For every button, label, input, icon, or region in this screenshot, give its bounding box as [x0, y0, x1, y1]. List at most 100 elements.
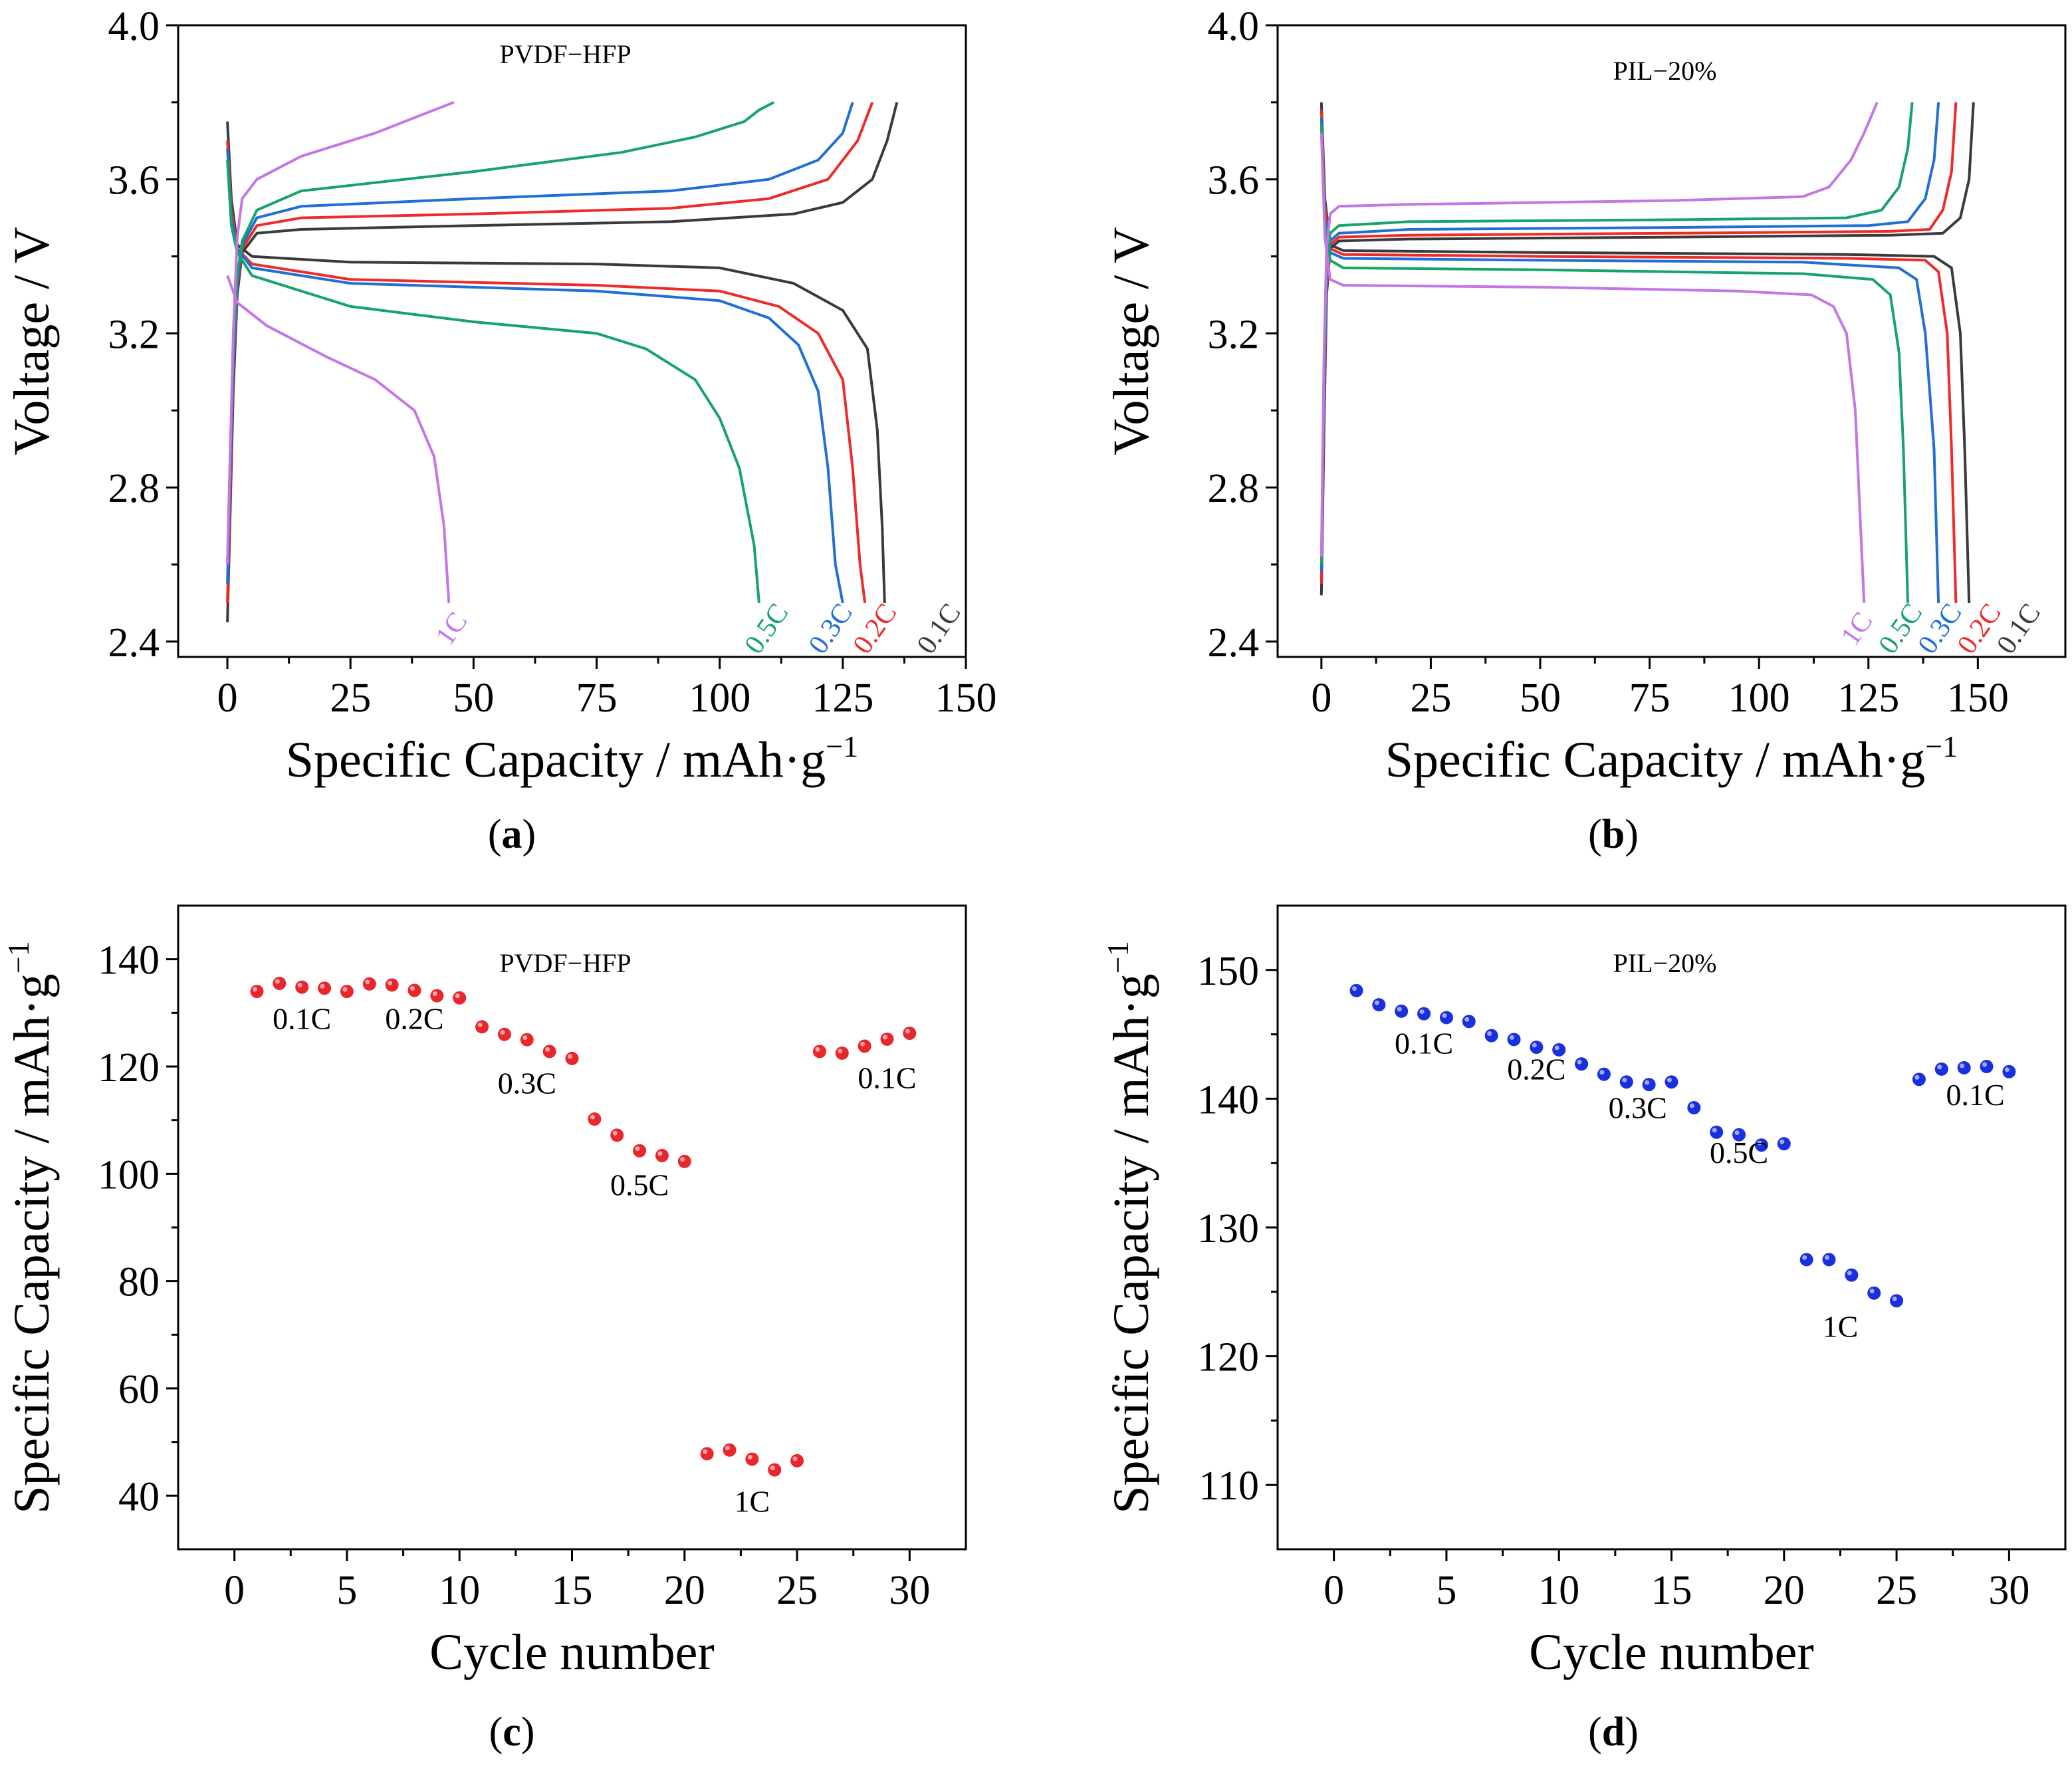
x-tick-label: 150 — [935, 676, 997, 721]
data-point — [1799, 1253, 1813, 1267]
data-point — [1484, 1029, 1498, 1043]
data-point-highlight — [1802, 1255, 1807, 1260]
y-tick-label: 3.6 — [108, 158, 160, 203]
data-point — [295, 980, 309, 994]
y-tick-label: 3.6 — [1208, 158, 1260, 203]
rate-label: 0.3C — [1609, 1090, 1667, 1124]
y-axis-title: Specific Capacity / mAh·g−1 — [1, 941, 60, 1514]
data-point-highlight — [703, 1449, 708, 1454]
data-point-highlight — [792, 1456, 798, 1461]
y-tick-label: 120 — [98, 1045, 160, 1090]
y-axis-title-superscript: −1 — [1, 941, 35, 973]
data-point — [318, 981, 332, 995]
rate-label: 0.5C — [1710, 1136, 1768, 1170]
x-axis-title-superscript: −1 — [826, 729, 858, 763]
data-point — [1687, 1100, 1701, 1114]
data-point — [1912, 1073, 1926, 1086]
data-point-highlight — [410, 985, 415, 991]
data-point — [1777, 1137, 1791, 1151]
x-axis-title: Cycle number — [1529, 1624, 1813, 1680]
data-point-highlight — [680, 1157, 685, 1162]
data-point — [1822, 1253, 1836, 1267]
y-tick-label: 4.0 — [108, 4, 160, 49]
points: 0.1C 0.2C 0.3C 0.5C 1C 0.1C — [250, 976, 917, 1519]
data-point-highlight — [838, 1049, 843, 1054]
data-point-highlight — [320, 983, 325, 989]
rate-label: 0.5C — [610, 1168, 669, 1202]
data-point — [1372, 998, 1386, 1012]
y-tick-label: 3.2 — [1208, 312, 1260, 357]
data-point-highlight — [725, 1446, 730, 1451]
data-point — [542, 1045, 556, 1059]
data-point — [880, 1032, 894, 1046]
plot-frame — [1276, 24, 2067, 658]
panel-caption: (c) — [489, 1709, 535, 1755]
data-point-highlight — [1712, 1128, 1717, 1133]
data-point-highlight — [1757, 1140, 1762, 1146]
x-tick-label: 20 — [664, 1568, 705, 1613]
y-tick-label: 4.0 — [1208, 4, 1260, 49]
y-tick-label: 140 — [1197, 1077, 1259, 1122]
data-point — [1867, 1286, 1881, 1300]
curve-1C-charge — [1320, 102, 1879, 557]
data-point-highlight — [365, 979, 370, 985]
data-point — [430, 989, 444, 1003]
data-point-highlight — [455, 993, 460, 999]
y-axis-title-superscript: −1 — [1101, 941, 1135, 973]
panel-title: PIL−20% — [1613, 948, 1717, 978]
y-axis: 110 120 130 140 150 — [1197, 949, 1278, 1509]
data-point-highlight — [253, 987, 257, 992]
data-point-highlight — [522, 1035, 528, 1041]
data-point — [1349, 983, 1363, 997]
curve-1C-discharge — [226, 275, 451, 604]
data-point — [1957, 1061, 1971, 1075]
data-point — [1619, 1075, 1633, 1089]
x-axis-title: Cycle number — [429, 1624, 714, 1680]
data-point — [610, 1128, 624, 1142]
data-point — [273, 976, 287, 990]
x-tick-label: 10 — [1538, 1568, 1579, 1613]
y-axis-title: Specific Capacity / mAh·g−1 — [1101, 941, 1159, 1514]
data-point — [520, 1033, 534, 1047]
data-point-highlight — [1577, 1059, 1582, 1065]
data-point — [1597, 1067, 1611, 1081]
data-point — [1462, 1015, 1476, 1029]
data-point-highlight — [1689, 1103, 1694, 1108]
panel-title: PVDF−HFP — [499, 948, 631, 978]
y-tick-label: 80 — [118, 1260, 160, 1305]
data-point-highlight — [1914, 1075, 1920, 1080]
data-point-highlight — [342, 987, 348, 992]
data-point-highlight — [883, 1035, 887, 1040]
x-tick-label: 15 — [1651, 1568, 1692, 1613]
data-point — [1890, 1294, 1904, 1308]
curve-1C-discharge — [1320, 133, 1866, 603]
x-tick-label: 0 — [224, 1568, 245, 1613]
data-point-highlight — [388, 980, 393, 985]
y-tick-label: 2.4 — [1208, 620, 1260, 666]
x-tick-label: 0 — [1311, 676, 1331, 721]
data-point — [565, 1051, 579, 1065]
data-point — [1575, 1057, 1589, 1071]
data-point — [1845, 1268, 1859, 1282]
data-point-highlight — [2004, 1067, 2010, 1073]
data-point-highlight — [1599, 1070, 1605, 1075]
rate-label: 0.2C — [385, 1002, 443, 1036]
y-axis: 2.4 2.8 3.2 3.6 4.0 — [108, 4, 178, 666]
data-point-highlight — [545, 1047, 550, 1052]
panel-caption: (b) — [1588, 812, 1639, 857]
data-point-highlight — [1645, 1080, 1650, 1085]
x-axis-title: Specific Capacity / mAh·g−1 — [1385, 729, 1958, 788]
data-point — [1507, 1033, 1521, 1047]
data-point-highlight — [1869, 1289, 1875, 1294]
data-point-highlight — [500, 1030, 505, 1035]
data-point-highlight — [1937, 1065, 1942, 1070]
data-point — [835, 1046, 849, 1060]
data-point-highlight — [1419, 1009, 1425, 1015]
x-tick-label: 0 — [1324, 1568, 1344, 1613]
panel-d: 0 5 10 15 20 25 30 110 120 130 140 150 Cycle number S… — [1101, 904, 2067, 1755]
y-tick-label: 2.8 — [108, 466, 160, 511]
data-point-highlight — [1464, 1017, 1470, 1022]
rate-label: 0.2C — [1507, 1052, 1565, 1086]
y-tick-label: 3.2 — [108, 312, 160, 357]
